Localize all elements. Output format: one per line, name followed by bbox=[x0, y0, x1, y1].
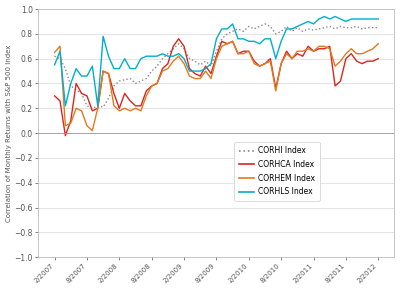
CORHCA Index bbox=[257, 64, 262, 68]
CORHCA Index bbox=[171, 45, 176, 48]
CORHLS Index bbox=[171, 55, 176, 58]
Legend: CORHI Index, CORHCA Index, CORHEM Index, CORHLS Index: CORHI Index, CORHCA Index, CORHEM Index,… bbox=[234, 142, 320, 201]
CORHLS Index bbox=[322, 15, 327, 18]
CORHI Index bbox=[230, 30, 235, 33]
CORHCA Index bbox=[133, 104, 138, 108]
CORHEM Index bbox=[257, 64, 262, 68]
CORHLS Index bbox=[344, 20, 348, 23]
CORHLS Index bbox=[230, 22, 235, 26]
CORHCA Index bbox=[236, 52, 240, 55]
CORHCA Index bbox=[63, 134, 68, 137]
CORHLS Index bbox=[252, 39, 256, 43]
CORHI Index bbox=[133, 82, 138, 85]
Y-axis label: Correlation of Monthly Returns with S&P 500 Index: Correlation of Monthly Returns with S&P … bbox=[6, 44, 12, 222]
CORHCA Index bbox=[376, 57, 381, 60]
CORHI Index bbox=[171, 47, 176, 50]
CORHLS Index bbox=[376, 17, 381, 21]
CORHEM Index bbox=[344, 52, 348, 55]
CORHLS Index bbox=[52, 63, 57, 67]
Line: CORHEM Index: CORHEM Index bbox=[54, 41, 378, 131]
CORHI Index bbox=[376, 26, 381, 29]
CORHLS Index bbox=[133, 67, 138, 70]
CORHEM Index bbox=[236, 52, 240, 55]
CORHCA Index bbox=[344, 57, 348, 60]
CORHI Index bbox=[122, 78, 127, 81]
CORHI Index bbox=[344, 26, 348, 29]
CORHEM Index bbox=[122, 106, 127, 110]
CORHEM Index bbox=[376, 42, 381, 46]
Line: CORHLS Index: CORHLS Index bbox=[54, 17, 378, 106]
Line: CORHCA Index: CORHCA Index bbox=[54, 39, 378, 136]
CORHCA Index bbox=[176, 37, 181, 41]
CORHEM Index bbox=[90, 129, 95, 132]
CORHI Index bbox=[262, 22, 267, 26]
CORHEM Index bbox=[230, 39, 235, 43]
CORHI Index bbox=[52, 55, 57, 58]
CORHEM Index bbox=[52, 51, 57, 54]
CORHI Index bbox=[90, 106, 95, 110]
CORHLS Index bbox=[122, 57, 127, 60]
CORHI Index bbox=[252, 27, 256, 31]
Line: CORHI Index: CORHI Index bbox=[54, 24, 378, 108]
CORHEM Index bbox=[171, 59, 176, 63]
CORHCA Index bbox=[52, 94, 57, 98]
CORHCA Index bbox=[122, 92, 127, 95]
CORHEM Index bbox=[133, 106, 138, 110]
CORHLS Index bbox=[63, 104, 68, 108]
